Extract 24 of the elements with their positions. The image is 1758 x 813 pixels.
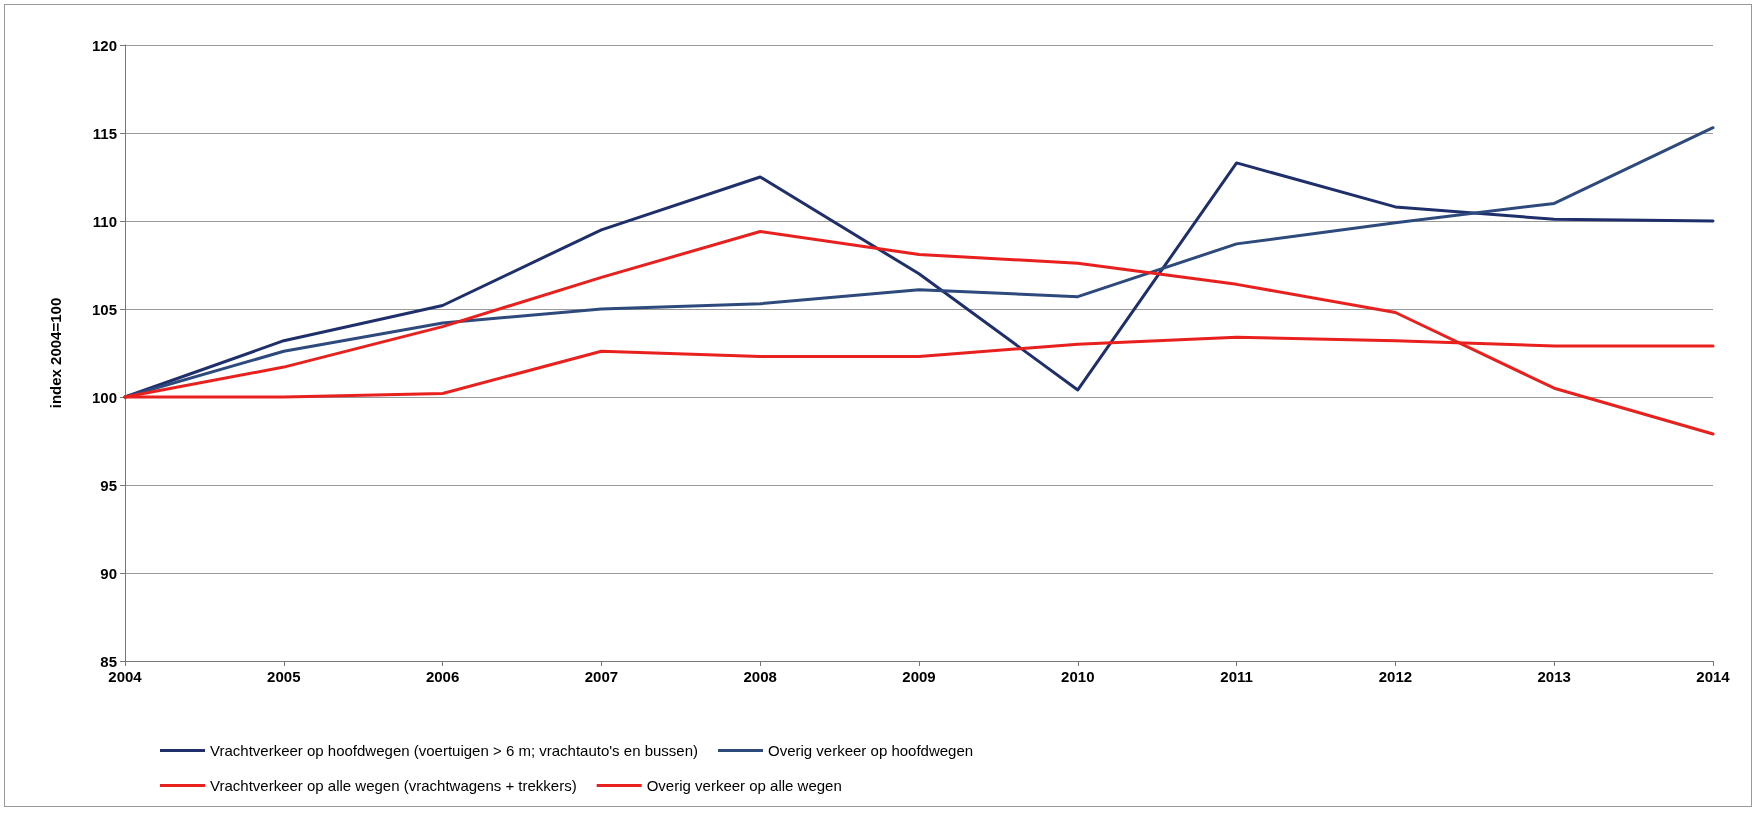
y-tick-label: 105: [91, 300, 117, 318]
x-tick-label: 2006: [425, 668, 460, 685]
y-tick-label: 110: [92, 212, 117, 230]
x-tick-label: 2012: [1378, 668, 1413, 685]
y-tick-label: 90: [100, 564, 117, 582]
x-tick-label: 2008: [743, 668, 777, 685]
y-tick-label: 120: [91, 36, 117, 54]
x-tick-label: 2014: [1696, 668, 1731, 685]
legend-label: Vrachtverkeer op alle wegen (vrachtwagens + trekkers): [210, 777, 577, 794]
x-tick-label: 2011: [1220, 668, 1253, 685]
x-tick-label: 2013: [1537, 668, 1571, 685]
x-tick-label: 2004: [108, 668, 143, 685]
x-tick-label: 2010: [1061, 668, 1095, 685]
x-tick-label: 2005: [267, 668, 301, 685]
y-axis-title: index 2004=100: [47, 297, 64, 409]
x-tick-label: 2007: [584, 668, 619, 685]
y-tick-label: 100: [91, 388, 117, 406]
legend-label: Overig verkeer op hoofdwegen: [768, 742, 974, 759]
y-tick-label: 95: [100, 476, 117, 494]
legend-label: Overig verkeer op alle wegen: [646, 777, 842, 794]
legend-label: Vrachtverkeer op hoofdwegen (voertuigen > 6 m; vrachtauto's en bussen): [210, 742, 699, 759]
x-tick-label: 2009: [902, 668, 936, 685]
y-tick-label: 115: [92, 124, 117, 142]
y-tick-label: 85: [100, 652, 117, 670]
